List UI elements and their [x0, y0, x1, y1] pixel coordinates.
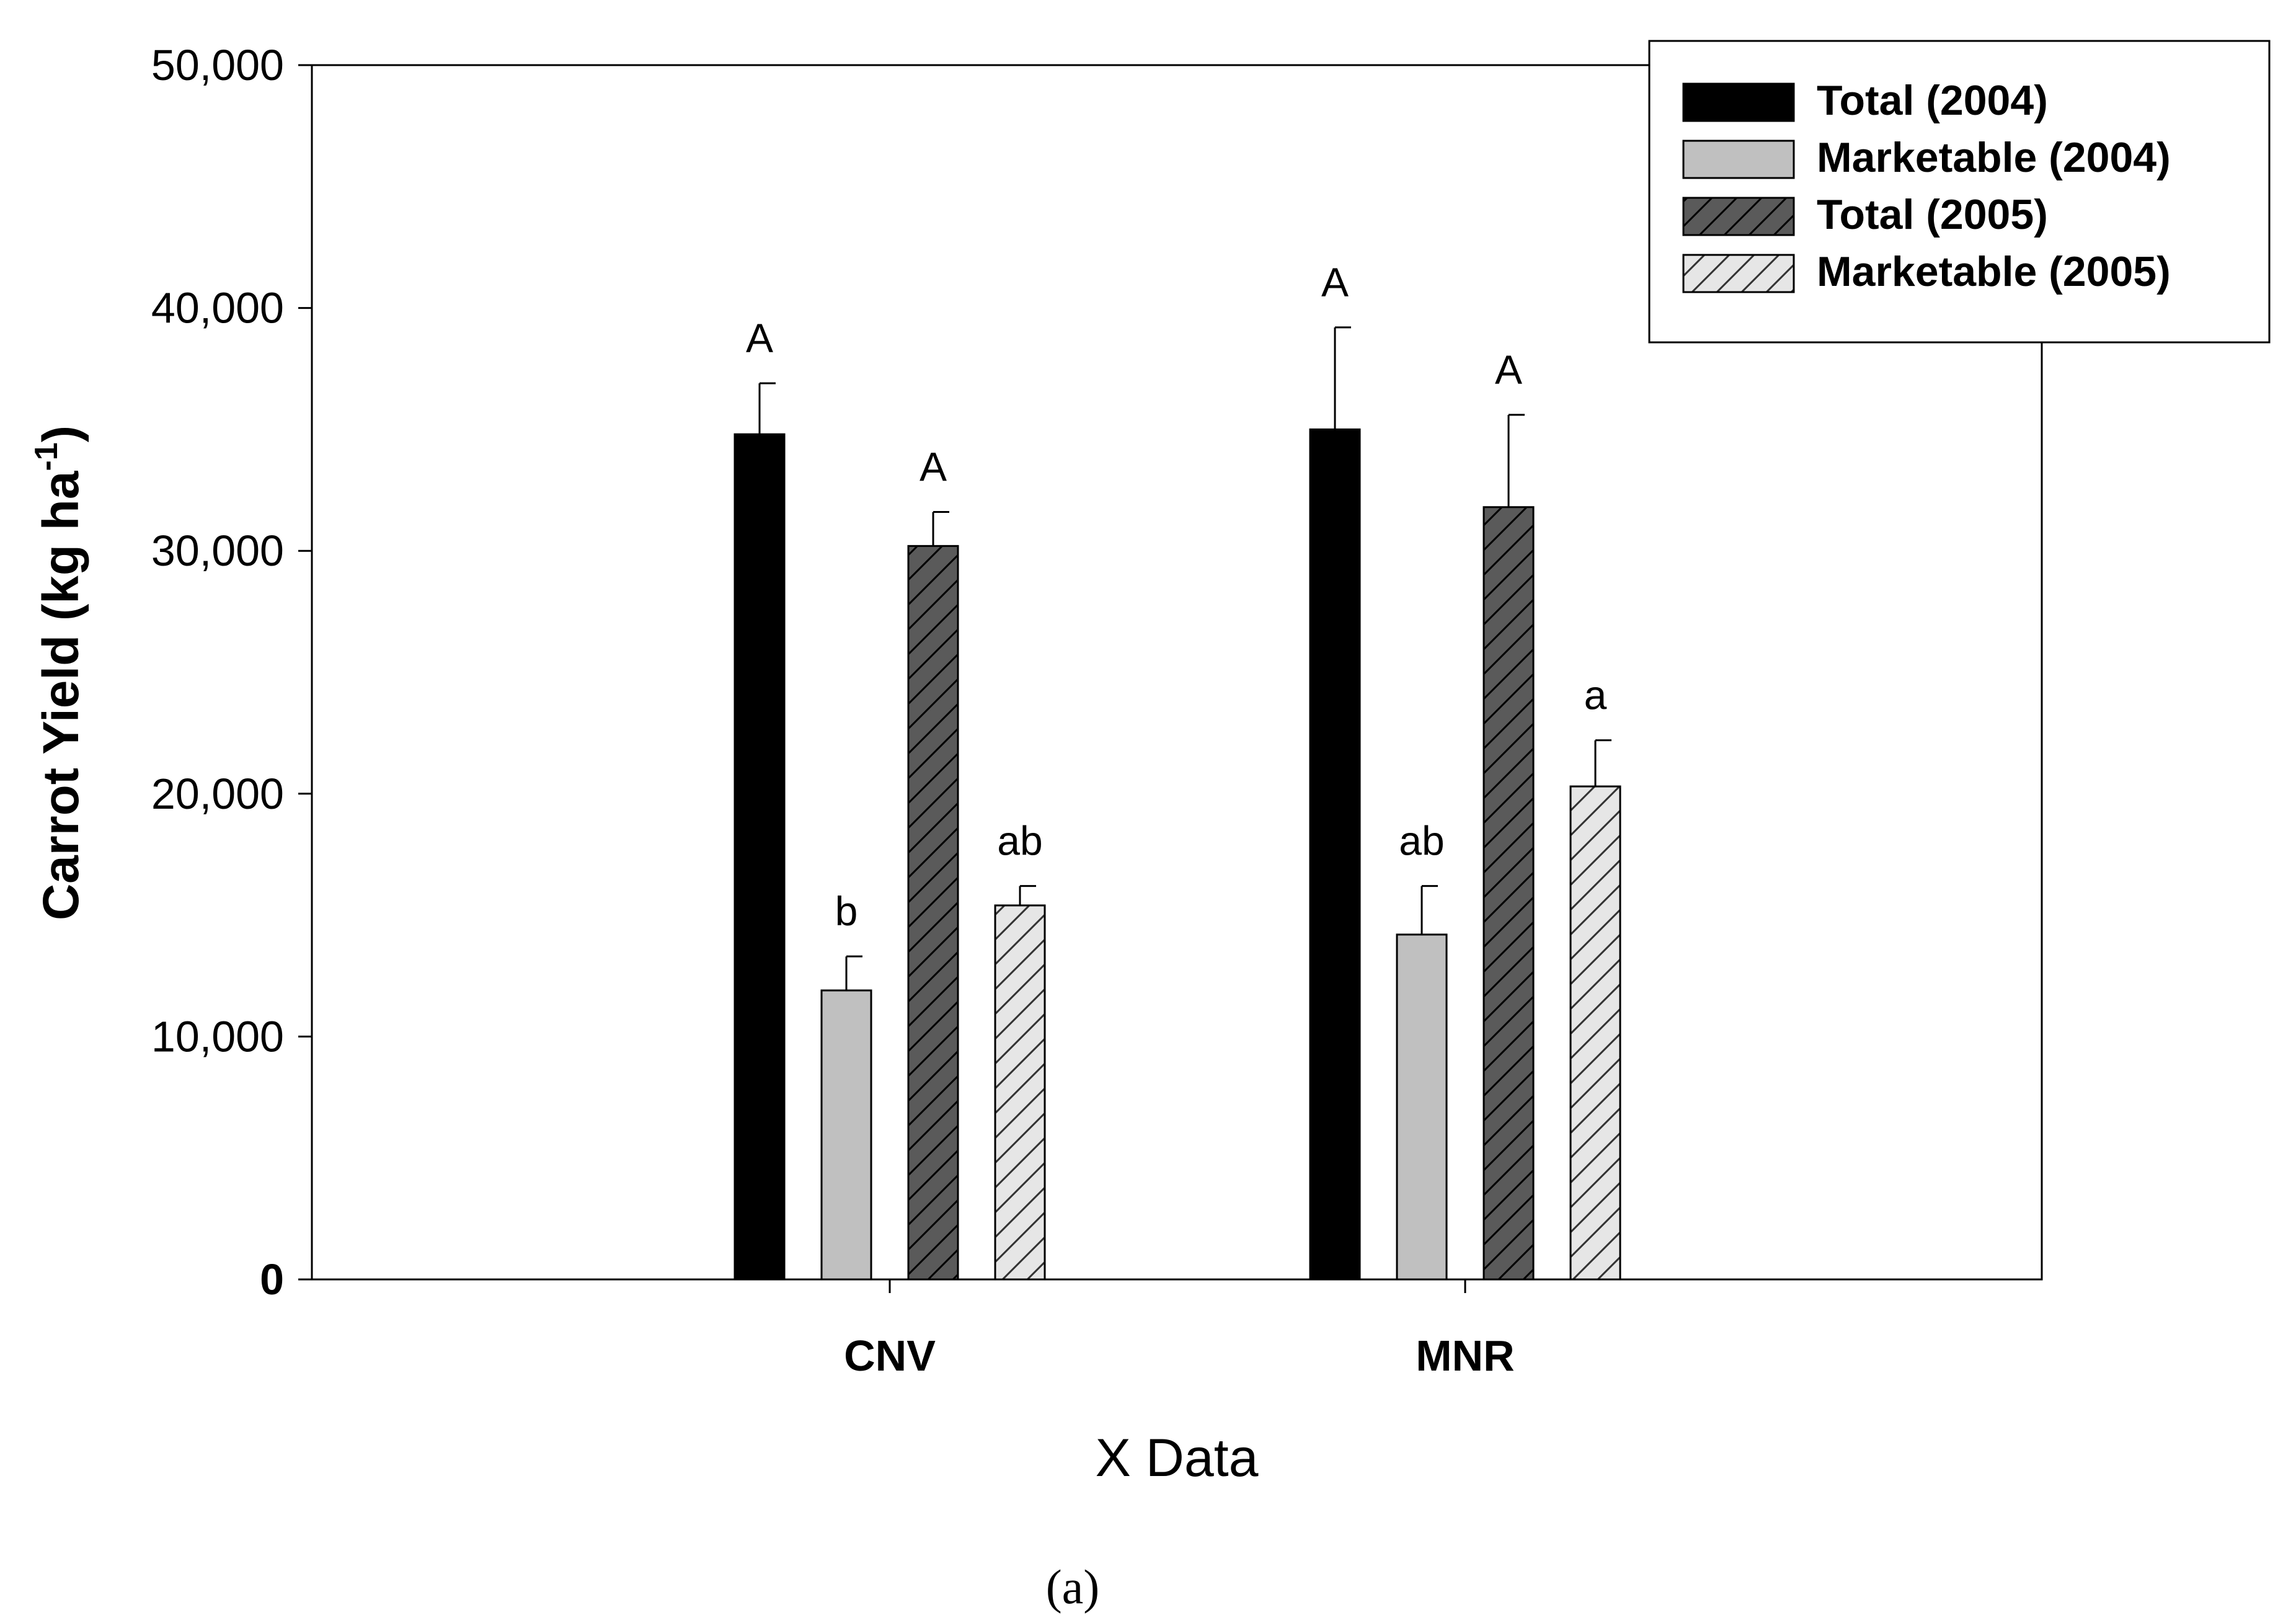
x-tick-label: MNR: [1416, 1332, 1514, 1380]
x-axis-label: X Data: [1096, 1428, 1259, 1488]
legend: Total (2004) Marketable (2004) Total (2005…: [1648, 40, 2271, 344]
y-axis-label-main: Carrot Yield (kg ha: [33, 470, 89, 920]
y-axis-ticks: [298, 64, 312, 1281]
bar: [1396, 933, 1448, 1281]
y-tick-label: 20,000: [151, 770, 284, 818]
bar: [1483, 506, 1535, 1281]
bar: [734, 433, 786, 1281]
bar: [820, 989, 872, 1281]
legend-swatch: [1682, 254, 1795, 293]
legend-swatch: [1682, 197, 1795, 236]
y-tick-label: 0: [260, 1255, 284, 1304]
y-axis-label-superscript: -1: [29, 442, 64, 471]
y-tick-label: 30,000: [151, 527, 284, 575]
y-axis-tick-labels: 0 10,000 20,000 30,000 40,000 50,000: [151, 41, 284, 1304]
significance-letter: a: [1584, 672, 1607, 718]
bar: [907, 545, 959, 1281]
y-tick-label: 10,000: [151, 1012, 284, 1061]
significance-letter: A: [1495, 347, 1522, 393]
legend-items: Total (2004) Marketable (2004) Total (2005…: [1682, 77, 2171, 295]
significance-letter: b: [835, 888, 858, 934]
x-tick-label: CNV: [844, 1332, 936, 1380]
bars: [734, 428, 1621, 1281]
legend-label: Marketable (2004): [1817, 134, 2171, 181]
y-tick-label: 40,000: [151, 284, 284, 332]
significance-letter: A: [1321, 259, 1349, 305]
legend-label: Marketable (2005): [1817, 248, 2171, 295]
error-bars: [758, 326, 1611, 990]
significance-letter: A: [920, 444, 947, 490]
figure-caption: (a): [1046, 1560, 1100, 1614]
plot-frame: [311, 64, 2043, 1281]
significance-letter: ab: [1399, 818, 1444, 864]
y-axis-label-close: ): [33, 425, 89, 442]
significance-letter: A: [746, 315, 773, 361]
significance-letters: Ab Aab Aab Aa: [746, 259, 1607, 934]
x-axis-tick-labels: CNV MNR: [844, 1332, 1515, 1380]
bar: [994, 904, 1046, 1281]
y-axis-label: Carrot Yield (kg ha-1): [29, 425, 89, 920]
legend-label: Total (2004): [1817, 77, 2048, 124]
legend-label: Total (2005): [1817, 191, 2048, 238]
y-tick-label: 50,000: [151, 41, 284, 89]
bar: [1569, 785, 1621, 1281]
legend-swatch: [1682, 82, 1795, 122]
legend-swatch: [1682, 140, 1795, 179]
bar: [1309, 428, 1361, 1281]
significance-letter: ab: [997, 818, 1042, 864]
x-axis-ticks: [889, 1279, 1466, 1293]
